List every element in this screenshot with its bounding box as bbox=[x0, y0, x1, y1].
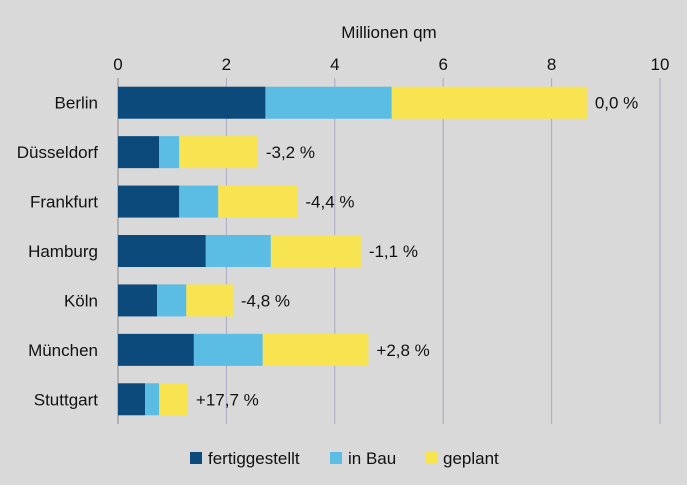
bar-segment bbox=[118, 185, 180, 218]
x-tick-label: 0 bbox=[113, 55, 122, 74]
bar-segment bbox=[118, 284, 158, 317]
bar-segment bbox=[118, 136, 160, 169]
category-label: Düsseldorf bbox=[17, 143, 99, 162]
bar-segment bbox=[157, 284, 187, 317]
legend: fertiggestellt in Bau geplant bbox=[190, 449, 499, 468]
category-label: Köln bbox=[64, 291, 98, 310]
category-label: Stuttgart bbox=[34, 390, 99, 409]
category-label: Frankfurt bbox=[30, 193, 98, 212]
bar-segment bbox=[270, 235, 361, 267]
category-label: München bbox=[28, 341, 98, 360]
category-label: Berlin bbox=[55, 94, 98, 113]
bar-segment bbox=[118, 333, 194, 366]
bar-segment bbox=[205, 235, 271, 267]
percentage-label: 0,0 % bbox=[595, 94, 638, 113]
percentage-label: -3,2 % bbox=[266, 143, 315, 162]
bar-segment bbox=[179, 136, 258, 169]
bar-segment bbox=[265, 86, 392, 119]
percentage-label: +2,8 % bbox=[376, 341, 429, 360]
x-tick-label: 4 bbox=[330, 55, 339, 74]
x-tick-label: 8 bbox=[547, 55, 556, 74]
percentage-label: -4,4 % bbox=[305, 193, 354, 212]
legend-swatch bbox=[190, 452, 202, 464]
percentage-labels: 0,0 % -3,2 % -4,4 % -1,1 % -4,8 % +2,8 % +17,7… bbox=[196, 94, 638, 410]
bar-segment bbox=[391, 86, 587, 119]
legend-swatch bbox=[425, 452, 437, 464]
bar-segment bbox=[159, 136, 180, 169]
bar-segment bbox=[262, 333, 369, 366]
legend-label: geplant bbox=[443, 449, 499, 468]
x-tick-label: 10 bbox=[651, 55, 670, 74]
percentage-label: +17,7 % bbox=[196, 390, 259, 409]
bar-segment bbox=[193, 333, 263, 366]
bar-segment bbox=[145, 383, 160, 416]
x-tick-label: 6 bbox=[438, 55, 447, 74]
category-label: Hamburg bbox=[28, 242, 98, 261]
x-axis-title: Millionen qm bbox=[341, 23, 436, 42]
legend-label: in Bau bbox=[348, 449, 396, 468]
bar-segment bbox=[179, 185, 219, 218]
bar-segment bbox=[118, 235, 206, 267]
category-labels: Berlin Düsseldorf Frankfurt Hamburg Köln Münc… bbox=[17, 94, 99, 410]
bar-segment bbox=[186, 284, 233, 317]
bars bbox=[118, 86, 587, 416]
bar-segment bbox=[118, 383, 146, 416]
bar-segment bbox=[218, 185, 298, 218]
x-axis-ticks: 0 2 4 6 8 10 bbox=[113, 55, 669, 74]
percentage-label: -4,8 % bbox=[241, 291, 290, 310]
percentage-label: -1,1 % bbox=[369, 242, 418, 261]
legend-label: fertiggestellt bbox=[208, 449, 300, 468]
legend-swatch bbox=[330, 452, 342, 464]
bar-segment bbox=[118, 86, 266, 119]
bar-segment bbox=[159, 383, 188, 416]
x-tick-label: 2 bbox=[222, 55, 231, 74]
